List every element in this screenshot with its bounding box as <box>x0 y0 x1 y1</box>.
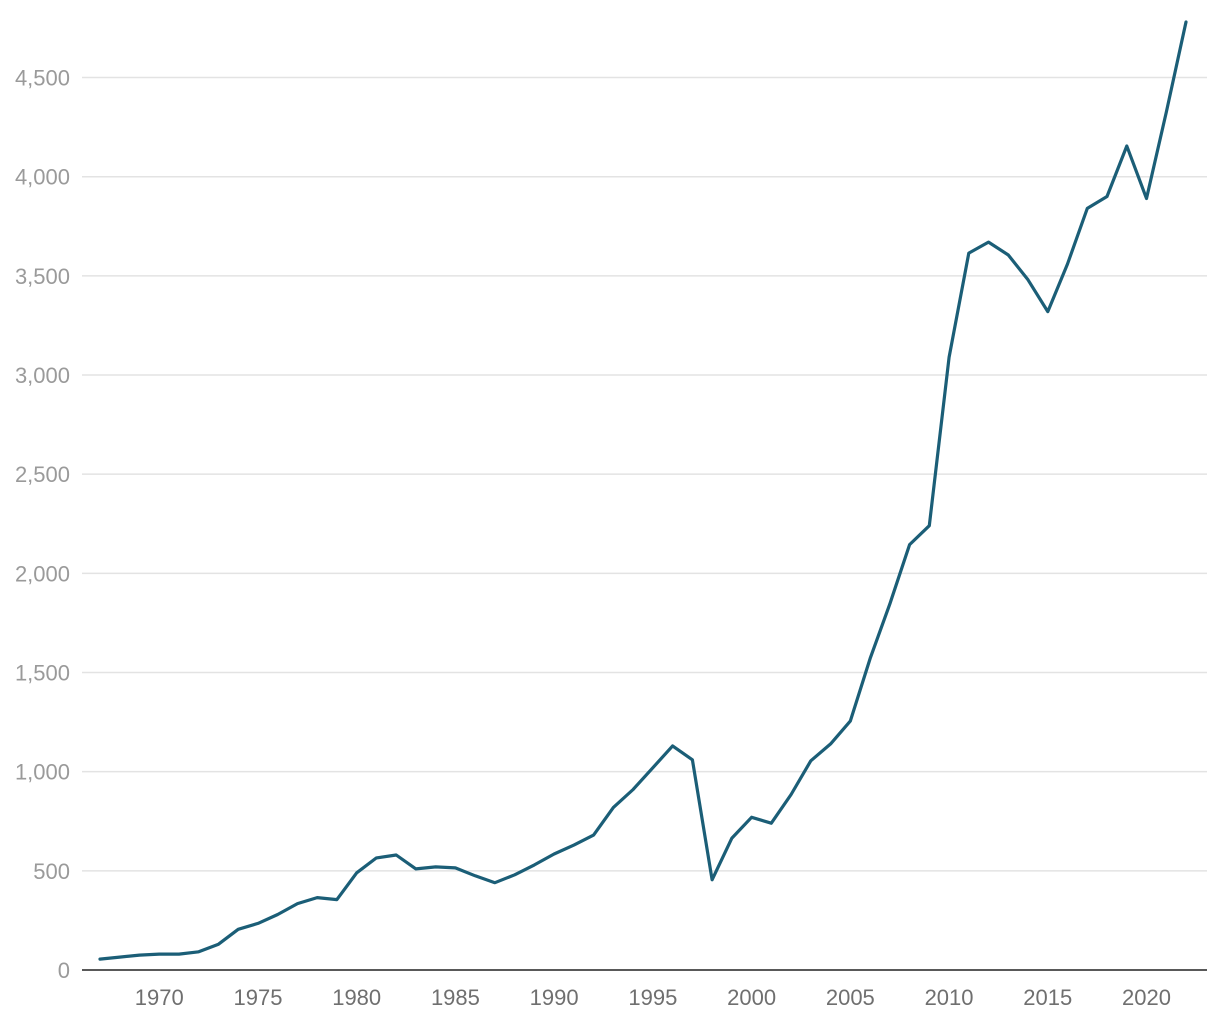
x-tick-label: 1990 <box>530 985 579 1010</box>
y-tick-label: 1,000 <box>15 760 70 785</box>
y-tick-label: 500 <box>33 859 70 884</box>
x-tick-label: 2020 <box>1122 985 1171 1010</box>
x-tick-label: 1995 <box>628 985 677 1010</box>
y-axis-tick-labels: 0 500 1,000 1,500 2,000 2,500 3,000 3,500 4,000 4… <box>15 66 70 983</box>
x-tick-label: 2000 <box>727 985 776 1010</box>
series-line <box>98 20 1188 961</box>
x-tick-label: 1970 <box>135 985 184 1010</box>
y-tick-label: 4,000 <box>15 165 70 190</box>
series-layer <box>98 20 1188 961</box>
y-tick-label: 3,500 <box>15 264 70 289</box>
gridlines <box>82 76 1207 872</box>
x-tick-label: 1975 <box>233 985 282 1010</box>
x-tick-label: 2010 <box>925 985 974 1010</box>
x-axis-tick-labels: 1970 1975 1980 1985 1990 1995 2000 2005 2010 2015… <box>135 985 1171 1010</box>
x-tick-label: 2015 <box>1023 985 1072 1010</box>
x-tick-label: 2005 <box>826 985 875 1010</box>
x-tick-label: 1980 <box>332 985 381 1010</box>
y-tick-label: 4,500 <box>15 66 70 91</box>
y-tick-label: 3,000 <box>15 363 70 388</box>
y-tick-label: 0 <box>58 958 70 983</box>
y-tick-label: 2,500 <box>15 462 70 487</box>
y-tick-label: 2,000 <box>15 561 70 586</box>
x-tick-label: 1985 <box>431 985 480 1010</box>
y-tick-label: 1,500 <box>15 661 70 686</box>
